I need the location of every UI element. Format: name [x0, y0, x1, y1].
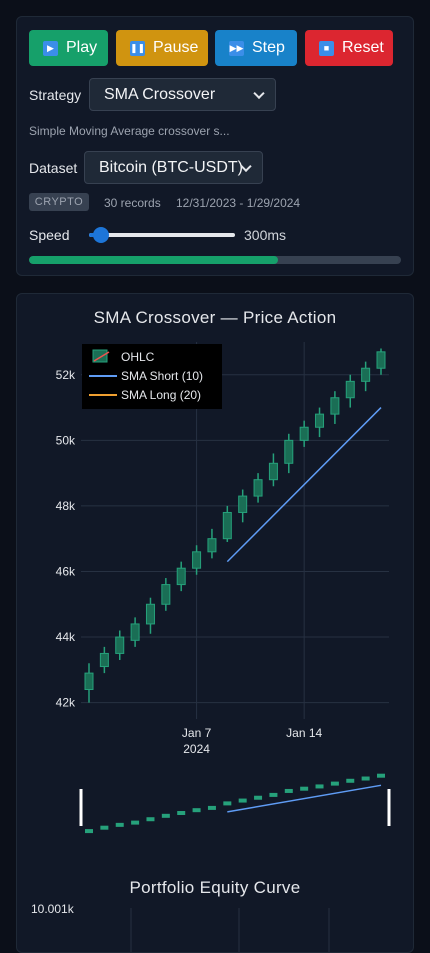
range-slider-candle	[207, 805, 216, 810]
candle-body	[192, 551, 202, 569]
speed-label: Speed	[29, 227, 70, 243]
candle-body	[130, 623, 140, 641]
candle-body	[84, 672, 94, 690]
reset-button-label: Reset	[342, 39, 384, 56]
dataset-type-badge: CRYPTO	[29, 193, 89, 211]
play-icon: ▶	[43, 40, 58, 56]
range-slider-candle	[238, 798, 247, 803]
range-slider-candle	[315, 784, 324, 789]
price-chart[interactable]: 42k 44k 46k 48k 50k 52k Jan 7 2024 Jan 14 OHLC SMA…	[17, 294, 414, 854]
candle-body	[222, 511, 232, 540]
x-tick-label: Jan 14	[286, 726, 322, 740]
candle-body	[176, 567, 186, 586]
candle-body	[268, 462, 278, 481]
candle-body	[99, 652, 109, 668]
range-slider-candle	[269, 792, 278, 797]
speed-value: 300ms	[244, 227, 287, 243]
candle-body	[299, 426, 309, 441]
equity-y-tick: 10.001k	[31, 902, 74, 916]
strategy-select-value: SMA Crossover	[104, 85, 216, 103]
candle-body	[238, 495, 248, 513]
range-slider-candle	[161, 813, 170, 818]
chart-panel: SMA Crossover — Price Action 42k 44k 46k 48…	[16, 293, 414, 953]
range-slider-candle	[223, 801, 232, 806]
strategy-label: Strategy	[29, 87, 82, 103]
dataset-select[interactable]: Bitcoin (BTC-USDT)	[84, 151, 263, 184]
next-track-icon: ▶▶	[229, 40, 244, 56]
range-slider-candle	[300, 786, 309, 791]
candle-body	[207, 538, 217, 553]
speed-slider-thumb[interactable]	[92, 227, 109, 243]
x-tick-label: 2024	[183, 742, 210, 756]
candle-body	[284, 439, 294, 464]
range-slider-candle	[361, 776, 370, 781]
strategy-description: Simple Moving Average crossover s...	[29, 124, 230, 138]
y-tick-label: 50k	[56, 433, 76, 447]
stop-icon: ■	[319, 40, 334, 56]
step-button[interactable]: ▶▶ Step	[215, 30, 297, 66]
strategy-select[interactable]: SMA Crossover	[89, 78, 276, 111]
price-chart-title: SMA Crossover — Price Action	[93, 308, 337, 327]
legend-ohlc-swatch-down	[93, 351, 110, 362]
candle-body	[115, 636, 125, 654]
candle-body	[145, 603, 155, 625]
play-button-label: Play	[66, 39, 98, 56]
range-slider-candle	[377, 773, 385, 778]
chevron-down-icon	[253, 87, 265, 99]
equity-chart-title: Portfolio Equity Curve	[129, 878, 301, 897]
reset-button[interactable]: ■ Reset	[305, 30, 393, 66]
range-slider-candle	[346, 778, 355, 783]
range-slider-candle	[192, 808, 201, 813]
range-slider-sma-short	[227, 784, 382, 813]
y-tick-label: 44k	[56, 630, 76, 644]
dataset-label: Dataset	[29, 160, 78, 176]
range-slider-candle	[254, 795, 263, 800]
candle-body	[345, 380, 355, 399]
candle-body	[376, 351, 386, 369]
y-tick-label: 42k	[56, 696, 76, 710]
candle-body	[253, 479, 263, 497]
range-slider-candle	[100, 825, 109, 830]
legend-entry: SMA Short (10)	[121, 369, 203, 383]
dataset-date-range: 12/31/2023 - 1/29/2024	[176, 196, 301, 210]
play-button[interactable]: ▶ Play	[29, 30, 108, 66]
y-tick-label: 48k	[56, 499, 76, 513]
range-slider-candle	[330, 781, 339, 786]
range-slider-candle	[131, 820, 140, 825]
controls-panel: ▶ Play ❚❚ Pause ▶▶ Step ■ Reset Strategy…	[16, 16, 414, 276]
range-slider-candle	[177, 811, 186, 815]
y-tick-label: 52k	[56, 368, 76, 382]
pause-button-label: Pause	[153, 39, 199, 56]
range-slider-candle	[115, 822, 124, 827]
step-button-label: Step	[252, 39, 285, 56]
dataset-select-value: Bitcoin (BTC-USDT)	[99, 158, 244, 176]
speed-slider[interactable]	[89, 227, 235, 243]
pause-button[interactable]: ❚❚ Pause	[116, 30, 208, 66]
y-tick-label: 46k	[56, 564, 76, 578]
legend-entry: OHLC	[121, 350, 155, 364]
progress-bar	[29, 256, 401, 264]
candle-body	[315, 413, 325, 428]
range-slider-candle	[146, 817, 155, 822]
progress-bar-fill	[29, 256, 279, 264]
legend-entry: SMA Long (20)	[121, 388, 201, 402]
range-slider-candle	[284, 788, 293, 793]
x-tick-label: Jan 7	[182, 726, 212, 740]
range-slider-candle	[85, 829, 93, 834]
pause-icon: ❚❚	[130, 40, 145, 56]
dataset-record-count: 30 records	[104, 196, 161, 210]
equity-chart[interactable]	[17, 904, 414, 953]
candle-body	[330, 397, 340, 415]
candle-body	[161, 584, 171, 605]
candle-body	[361, 367, 371, 382]
sma-short-line	[226, 407, 382, 563]
